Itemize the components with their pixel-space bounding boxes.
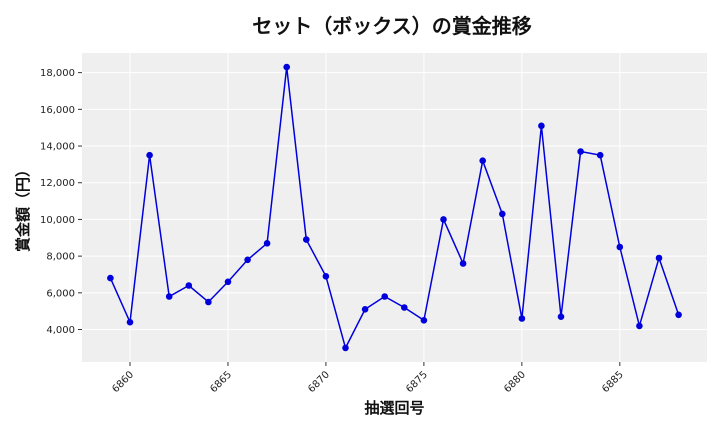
data-point [381,293,389,300]
data-point [636,322,643,330]
data-point [165,293,173,300]
data-point [303,236,310,243]
y-tick-label: 18,000 [40,68,75,79]
data-points [107,63,682,352]
plot-area [82,53,707,362]
y-axis: 4,000 6,000 8,000 10,000 12,000 14,000 16,000 1… [40,68,82,336]
y-tick-label: 6,000 [46,288,75,299]
data-point [557,313,565,321]
x-tick-label: 6860 [110,369,136,395]
y-tick-label: 16,000 [40,105,75,116]
y-tick-label: 4,000 [46,325,75,336]
data-point [126,318,134,326]
data-point [675,311,682,319]
data-point [616,243,624,251]
data-point [420,317,428,324]
data-point [596,151,604,159]
data-point [205,298,212,306]
data-point [263,240,271,247]
data-point [401,304,408,311]
data-point [361,306,369,313]
x-axis-label: 抽選回号 [364,399,424,417]
y-tick-label: 10,000 [40,215,75,226]
grid [82,53,707,362]
series-line [109,67,680,350]
data-point [459,260,467,267]
x-tick-label: 6875 [404,369,430,395]
data-point [244,256,251,264]
data-point [322,273,330,280]
x-axis: 6860 6865 6870 6875 6880 6885 [110,362,626,395]
data-point [146,151,153,159]
data-point [538,122,545,130]
y-axis-label: 賞金額（円） [14,162,32,252]
data-point [107,274,114,282]
y-tick-label: 8,000 [46,252,75,263]
x-tick-label: 6865 [208,369,234,395]
data-point [224,278,232,286]
data-point [440,216,447,223]
data-point [499,210,506,218]
data-point [342,344,349,352]
y-tick-label: 14,000 [40,142,75,153]
chart-title: セット（ボックス）の賞金推移 [252,14,532,38]
data-point [655,254,663,262]
x-tick-label: 6880 [502,369,528,395]
data-point [283,63,291,71]
data-point [185,282,193,289]
data-point [577,148,584,155]
x-tick-label: 6885 [600,369,626,395]
data-point [518,315,526,322]
data-point [479,157,487,164]
y-tick-label: 12,000 [40,178,75,189]
x-tick-label: 6870 [306,369,332,395]
